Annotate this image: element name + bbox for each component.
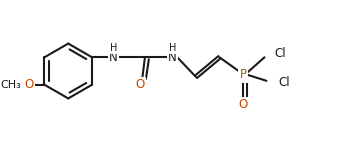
Text: N: N [168,51,177,64]
Text: O: O [135,78,145,91]
Text: H: H [169,43,176,53]
Text: CH₃: CH₃ [1,80,22,90]
Text: O: O [24,78,33,91]
Text: H: H [110,43,117,53]
Text: P: P [239,68,247,81]
Text: O: O [238,98,248,111]
Text: Cl: Cl [274,47,286,60]
Text: N: N [109,51,118,64]
Text: Cl: Cl [278,76,290,89]
